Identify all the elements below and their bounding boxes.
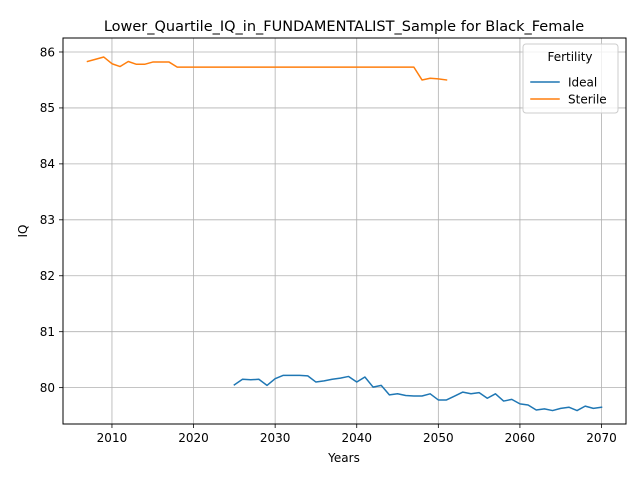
x-axis-ticks: 2010 2020 2030 2040 2050 2060 2070 (97, 424, 617, 445)
grid-lines (63, 38, 626, 424)
y-tick-label: 80 (40, 381, 55, 395)
x-tick-label: 2010 (97, 431, 128, 445)
chart-title: Lower_Quartile_IQ_in_FUNDAMENTALIST_Samp… (104, 19, 584, 35)
series-line-ideal (233, 374, 603, 412)
y-axis-ticks: 80 81 82 83 84 85 86 (40, 45, 63, 395)
legend-label-ideal: Ideal (568, 76, 597, 90)
x-tick-label: 2040 (341, 431, 372, 445)
y-tick-label: 85 (40, 101, 55, 115)
legend-title: Fertility (547, 50, 592, 64)
x-tick-label: 2050 (423, 431, 454, 445)
y-tick-label: 86 (40, 45, 55, 59)
x-tick-label: 2070 (586, 431, 617, 445)
legend-label-sterile: Sterile (568, 93, 607, 107)
plot-area-frame (62, 37, 627, 425)
y-axis-label: IQ (16, 225, 30, 238)
series-line-sterile (86, 56, 448, 81)
x-axis-label: Years (327, 451, 360, 465)
y-tick-label: 83 (40, 213, 55, 227)
x-tick-label: 2020 (178, 431, 209, 445)
legend-box (522, 43, 619, 114)
y-tick-label: 82 (40, 269, 55, 283)
legend: Fertility Ideal Sterile (522, 43, 619, 114)
series-lines (86, 56, 603, 412)
y-tick-label: 84 (40, 157, 55, 171)
y-tick-label: 81 (40, 325, 55, 339)
x-tick-label: 2030 (260, 431, 291, 445)
x-tick-label: 2060 (505, 431, 536, 445)
